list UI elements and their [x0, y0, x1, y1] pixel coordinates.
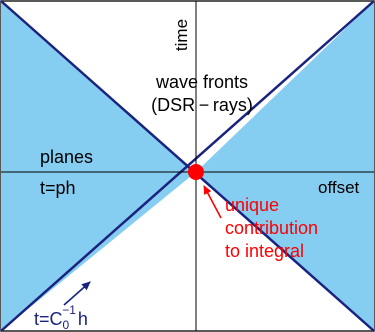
- dsr-rays-label: (DSR − rays): [151, 95, 253, 115]
- unique-contribution-arrow: [203, 185, 222, 219]
- asymptote-suffix: h: [78, 309, 88, 329]
- left-wedge-region: [1, 1, 196, 331]
- wave-fronts-label: wave fronts: [155, 72, 248, 92]
- asymptote-subscript: 0: [63, 318, 70, 332]
- right-wedge-region: [196, 1, 374, 331]
- stationary-point: [188, 164, 204, 180]
- asymptote-equation-label: t=C0−1 h: [34, 303, 88, 332]
- time-axis-label: time: [172, 19, 191, 51]
- asymptote-arrow: [63, 281, 91, 306]
- unique-label: unique: [225, 195, 279, 215]
- plane-equation-label: t=ph: [40, 178, 76, 198]
- asymptote-superscript: −1: [62, 303, 76, 317]
- planes-label: planes: [40, 147, 93, 167]
- contribution-label: contribution: [225, 218, 318, 238]
- to-integral-label: to integral: [225, 241, 304, 261]
- offset-axis-label: offset: [318, 178, 360, 197]
- asymptote-prefix: t=C: [34, 309, 63, 329]
